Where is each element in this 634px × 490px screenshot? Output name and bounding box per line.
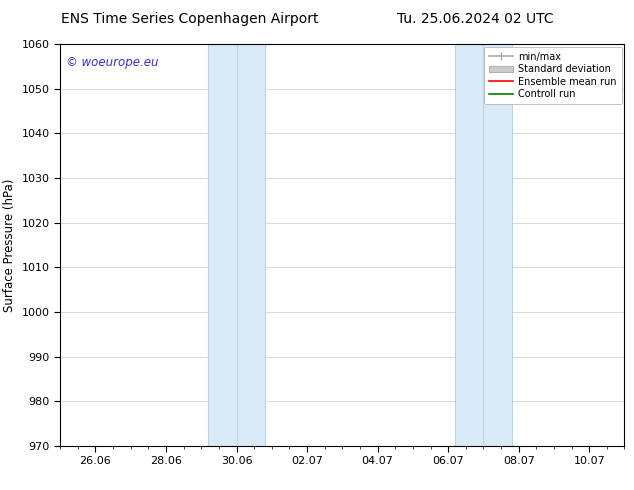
Text: Tu. 25.06.2024 02 UTC: Tu. 25.06.2024 02 UTC <box>397 12 554 26</box>
Text: © woeurope.eu: © woeurope.eu <box>66 56 158 69</box>
Bar <box>236 44 265 446</box>
Y-axis label: Surface Pressure (hPa): Surface Pressure (hPa) <box>3 178 16 312</box>
Bar <box>483 44 512 446</box>
Text: ENS Time Series Copenhagen Airport: ENS Time Series Copenhagen Airport <box>61 12 319 26</box>
Legend: min/max, Standard deviation, Ensemble mean run, Controll run: min/max, Standard deviation, Ensemble me… <box>484 47 621 104</box>
Bar <box>455 44 483 446</box>
Bar <box>209 44 236 446</box>
